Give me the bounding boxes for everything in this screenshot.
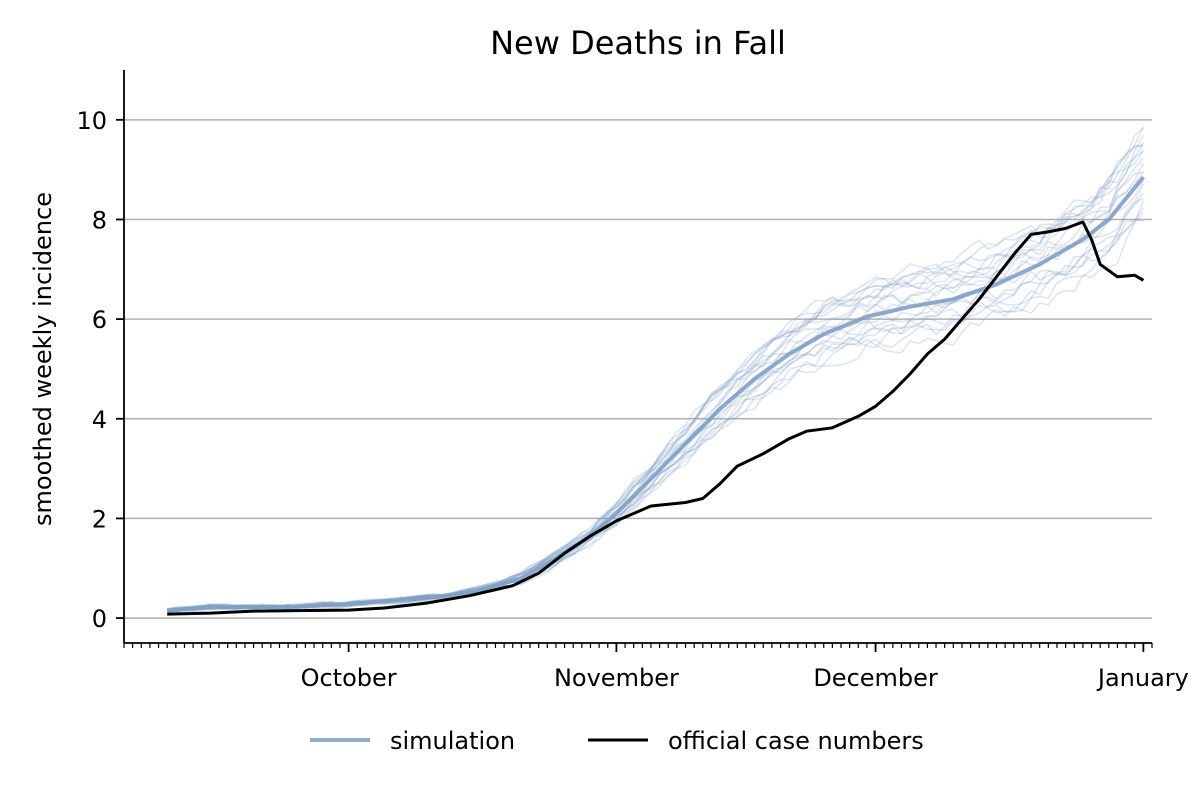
simulation-run-line xyxy=(167,183,1145,611)
simulation-run-line xyxy=(167,127,1144,610)
simulation-run-line xyxy=(167,171,1145,612)
y-axis-label: smoothed weekly incidence xyxy=(29,192,57,526)
y-tick-label: 2 xyxy=(92,505,107,533)
series-lines xyxy=(167,175,1145,616)
axes: 0 2 4 6 8 10 October November December January xyxy=(76,70,1189,692)
y-tick-label: 8 xyxy=(92,206,107,234)
simulation-run-line xyxy=(167,145,1144,611)
x-tick-label: January xyxy=(1096,664,1189,692)
simulation-run-line xyxy=(167,163,1145,611)
simulation-run-line xyxy=(167,142,1145,610)
simulation-run-line xyxy=(167,143,1144,612)
simulation-mean-line xyxy=(167,175,1145,613)
legend-label: simulation xyxy=(390,727,515,755)
x-tick-label: October xyxy=(301,664,397,692)
simulation-run-line xyxy=(167,126,1145,612)
chart-title: New Deaths in Fall xyxy=(490,24,786,62)
official-case-numbers-line xyxy=(167,220,1145,616)
grid xyxy=(124,119,1152,619)
x-tick-label: December xyxy=(813,664,938,692)
y-tick-label: 10 xyxy=(76,107,107,135)
x-tick-label: November xyxy=(554,664,679,692)
simulation-run-line xyxy=(167,197,1144,614)
y-tick-label: 6 xyxy=(92,306,107,334)
simulation-run-line xyxy=(167,150,1144,612)
legend: simulation official case numbers xyxy=(310,727,924,755)
simulation-run-line xyxy=(167,157,1144,612)
simulation-run-line xyxy=(167,218,1144,612)
simulation-runs xyxy=(166,126,1145,614)
y-tick-label: 4 xyxy=(92,406,107,434)
simulation-run-line xyxy=(167,171,1144,612)
simulation-run-line xyxy=(166,134,1145,612)
legend-label: official case numbers xyxy=(668,727,924,755)
y-tick-label: 0 xyxy=(92,605,107,633)
